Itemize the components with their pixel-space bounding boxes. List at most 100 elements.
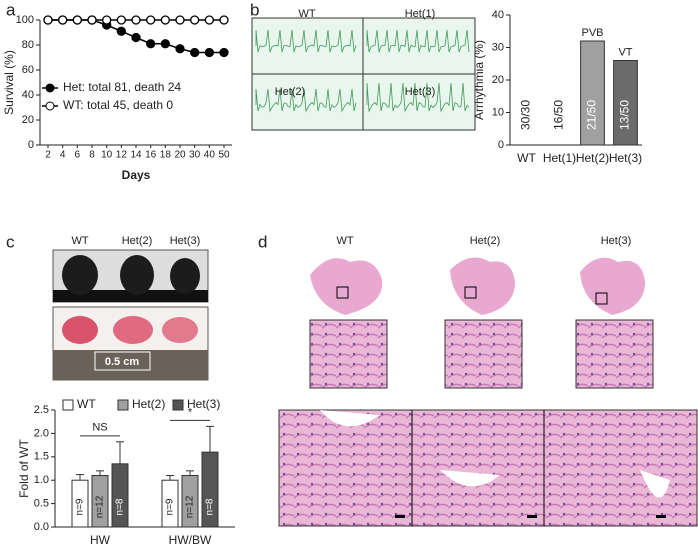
ecg-label: Het(3) bbox=[405, 86, 436, 98]
x-tick-label: 10 bbox=[101, 150, 113, 161]
y-tick-label: 40 bbox=[492, 9, 504, 21]
x-tick-label: 12 bbox=[116, 150, 128, 161]
n-label: n=12 bbox=[95, 495, 106, 518]
bar-annotation: VT bbox=[618, 46, 632, 58]
histology-images bbox=[278, 257, 698, 527]
x-tick-label: HW/BW bbox=[169, 533, 212, 547]
point bbox=[72, 15, 82, 25]
y-tick-label: 1.0 bbox=[34, 474, 49, 486]
point bbox=[58, 15, 68, 25]
x-tick-label: Het(3) bbox=[609, 151, 642, 165]
x-tick-label: 50 bbox=[218, 150, 230, 161]
y-tick-label: 80 bbox=[22, 39, 34, 51]
photo-label: Het(3) bbox=[170, 235, 201, 247]
y-tick-label: 60 bbox=[22, 64, 34, 76]
point bbox=[219, 15, 229, 25]
y-axis-label: Arrhythmia (%) bbox=[472, 40, 486, 120]
point bbox=[190, 47, 200, 58]
legend-label: WT bbox=[77, 397, 96, 411]
x-tick-label: 2 bbox=[45, 150, 51, 161]
x-tick-label: 8 bbox=[89, 150, 95, 161]
ecg-label: Het(1) bbox=[405, 8, 436, 20]
y-tick-label: 2.0 bbox=[34, 427, 49, 439]
x-tick-label: 20 bbox=[174, 150, 186, 161]
y-tick-label: 0 bbox=[28, 139, 34, 151]
point bbox=[146, 39, 156, 49]
point bbox=[204, 15, 214, 25]
point bbox=[116, 26, 126, 36]
bar-annotation: 13/50 bbox=[618, 100, 632, 130]
y-tick-label: 10 bbox=[492, 106, 504, 118]
histology-label: WT bbox=[336, 235, 353, 247]
histology-label: Het(3) bbox=[601, 235, 632, 247]
panel-label: d bbox=[258, 232, 267, 251]
y-tick-label: 20 bbox=[22, 114, 34, 126]
photo-label: WT bbox=[71, 235, 88, 247]
y-axis-label: Survival (%) bbox=[2, 50, 16, 115]
ecg-panel bbox=[251, 17, 476, 131]
histology-label: Het(2) bbox=[470, 235, 501, 247]
legend-marker bbox=[45, 101, 55, 111]
x-tick-label: Het(2) bbox=[576, 151, 609, 165]
x-tick-label: WT bbox=[517, 151, 536, 165]
ecg-label: WT bbox=[298, 8, 315, 20]
point bbox=[116, 15, 126, 25]
bar bbox=[613, 60, 638, 146]
n-label: n=8 bbox=[205, 498, 216, 515]
significance-label: * bbox=[188, 406, 193, 418]
legend-label: WT: total 45, death 0 bbox=[63, 98, 173, 112]
heart-photo bbox=[52, 306, 209, 381]
y-tick-label: 40 bbox=[22, 89, 34, 101]
bar bbox=[580, 40, 605, 146]
y-axis-label: Fold of WT bbox=[17, 438, 31, 497]
point bbox=[102, 15, 112, 25]
y-tick-label: 1.5 bbox=[34, 451, 49, 463]
point bbox=[160, 39, 170, 49]
x-tick-label: 6 bbox=[75, 150, 81, 161]
x-tick-label: HW bbox=[90, 533, 111, 547]
y-tick-label: 0.0 bbox=[34, 521, 49, 533]
x-tick-label: 4 bbox=[60, 150, 66, 161]
n-label: n=8 bbox=[115, 498, 126, 515]
x-tick-label: 14 bbox=[130, 150, 142, 161]
legend-swatch bbox=[117, 399, 129, 411]
legend-swatch bbox=[62, 399, 74, 411]
point bbox=[146, 15, 156, 25]
significance-label: NS bbox=[92, 422, 107, 434]
y-tick-label: 2.5 bbox=[34, 404, 49, 416]
point bbox=[204, 47, 214, 58]
scale-label: 0.5 cm bbox=[105, 356, 139, 368]
point bbox=[131, 15, 141, 25]
legend-label: Het(2) bbox=[132, 397, 165, 411]
bar-annotation: 16/50 bbox=[552, 100, 566, 130]
ecg-trace bbox=[255, 88, 357, 113]
x-tick-label: 30 bbox=[189, 150, 201, 161]
x-tick-label: Het(1) bbox=[543, 151, 576, 165]
bar bbox=[111, 463, 129, 528]
point bbox=[175, 44, 185, 54]
x-axis-label: Days bbox=[122, 168, 151, 182]
photo-label: Het(2) bbox=[122, 235, 153, 247]
point bbox=[87, 15, 97, 25]
x-tick-label: 16 bbox=[145, 150, 157, 161]
y-tick-label: 0.5 bbox=[34, 498, 49, 510]
mice-photo bbox=[52, 249, 209, 303]
y-tick-label: 100 bbox=[16, 14, 34, 26]
bar-annotation: PVB bbox=[581, 27, 603, 39]
y-tick-label: 20 bbox=[492, 74, 504, 86]
x-tick-label: 18 bbox=[160, 150, 172, 161]
ecg-label: Het(2) bbox=[275, 86, 306, 98]
point bbox=[43, 15, 53, 25]
y-tick-label: 30 bbox=[492, 41, 504, 53]
ecg-trace bbox=[255, 29, 357, 53]
legend-label: Het(3) bbox=[187, 397, 220, 411]
x-tick-label: 40 bbox=[204, 150, 216, 161]
n-label: n=9 bbox=[165, 498, 176, 515]
bar-annotation: 30/30 bbox=[519, 100, 533, 130]
point bbox=[219, 47, 229, 58]
point bbox=[190, 15, 200, 25]
point bbox=[175, 15, 185, 25]
n-label: n=12 bbox=[185, 495, 196, 518]
legend-marker bbox=[45, 83, 55, 93]
